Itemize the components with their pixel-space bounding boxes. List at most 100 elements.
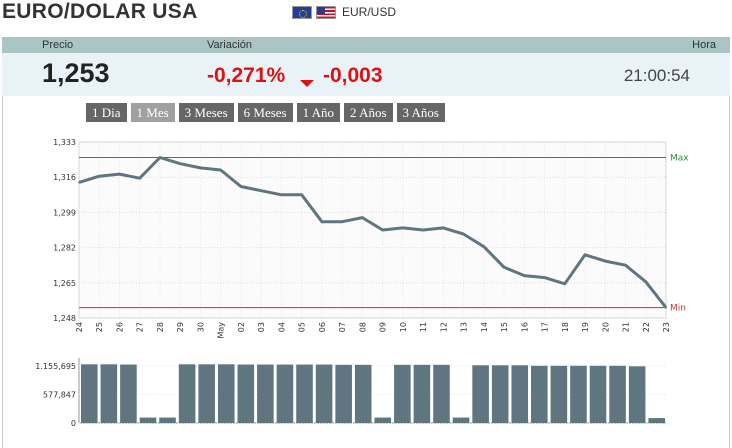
x-tick-label: 09 [379, 322, 388, 332]
bar-y-tick-label: 0 [71, 419, 76, 428]
x-tick-label: 20 [601, 322, 610, 332]
price-point [159, 156, 161, 159]
price-value: 1,253 [42, 58, 110, 88]
volume-bar [335, 364, 352, 423]
volume-bar [413, 364, 431, 423]
price-point [280, 194, 283, 196]
y-tick-label: 1,333 [53, 138, 76, 147]
price-point [179, 162, 182, 165]
price-point [624, 264, 627, 267]
range-button-5[interactable]: 2 Años [344, 103, 393, 122]
x-tick-label: 22 [642, 322, 651, 332]
price-label: Precio [42, 39, 74, 51]
range-button-0[interactable]: 1 Dia [86, 103, 127, 122]
x-tick-label: 19 [581, 322, 590, 332]
x-tick-label: 29 [176, 322, 185, 332]
x-tick-label: 16 [520, 322, 529, 332]
volume-bar [472, 365, 489, 423]
range-button-1[interactable]: 1 Mes [130, 103, 175, 122]
x-tick-label: 08 [358, 322, 367, 332]
volume-bar [296, 364, 313, 423]
price-point [402, 227, 404, 229]
price-point [523, 274, 526, 277]
x-tick-label: 21 [622, 322, 631, 332]
price-point [341, 220, 343, 223]
volume-bar [550, 365, 568, 423]
x-tick-label: 28 [156, 322, 165, 332]
bar-y-tick-label: 1.155,695 [35, 362, 76, 371]
price-point [381, 229, 384, 231]
price-point [442, 227, 445, 229]
volume-bar [237, 364, 255, 423]
price-point [543, 276, 546, 279]
range-button-6[interactable]: 3 Años [396, 103, 445, 122]
price-point [422, 229, 424, 231]
x-tick-label: 11 [419, 322, 428, 332]
volume-bar [511, 365, 529, 423]
volume-bar [198, 364, 215, 423]
reference-label-max: Max [670, 154, 689, 164]
price-point [219, 169, 222, 171]
x-tick-label: 10 [399, 322, 408, 332]
price-point [462, 233, 465, 235]
x-tick-label: 25 [95, 322, 104, 332]
x-tick-label: 17 [541, 322, 550, 332]
range-button-2[interactable]: 3 Meses [178, 103, 234, 122]
volume-bar [178, 364, 196, 423]
volume-bar [276, 364, 294, 423]
price-point [78, 181, 80, 184]
volume-bar [628, 366, 646, 423]
volume-bar [217, 364, 235, 423]
volume-bar [589, 365, 607, 423]
chart-panel [2, 96, 730, 448]
volume-bar [139, 417, 157, 423]
x-tick-label: 15 [500, 322, 509, 332]
price-point [503, 266, 505, 269]
price-point [138, 177, 141, 180]
pair-label: EUR/USD [342, 5, 397, 19]
x-tick-label: 14 [480, 322, 489, 332]
volume-bar [609, 365, 626, 423]
reference-label-min: Min [670, 304, 686, 314]
us-flag-icon [316, 5, 336, 19]
x-tick-label: 13 [460, 322, 469, 332]
price-point [199, 167, 202, 169]
x-tick-label: 02 [237, 322, 246, 332]
price-point [483, 245, 485, 248]
time-label: Hora [692, 39, 716, 51]
volume-bar [648, 418, 665, 423]
price-point [118, 173, 121, 175]
volume-bar [531, 365, 548, 423]
y-tick-label: 1,265 [53, 279, 76, 288]
change-absolute: -0,003 [323, 64, 383, 87]
price-point [604, 260, 607, 262]
y-tick-label: 1,299 [53, 208, 76, 217]
price-point [321, 220, 323, 223]
volume-bar [394, 364, 411, 423]
page-title: EURO/DOLAR USA [2, 0, 198, 23]
volume-bar [354, 364, 372, 423]
x-tick-label: 03 [257, 322, 266, 332]
x-tick-label: 30 [196, 322, 205, 332]
bar-y-tick-label: 577,847 [43, 391, 76, 400]
price-point [260, 189, 262, 192]
x-tick-label: 24 [75, 322, 84, 332]
range-button-4[interactable]: 1 Año [296, 103, 341, 122]
volume-bar [159, 417, 176, 423]
price-point [563, 283, 566, 285]
x-tick-label: 23 [662, 322, 671, 332]
volume-bar [452, 417, 470, 423]
volume-bar [433, 364, 450, 423]
quote-time: 21:00:54 [623, 66, 690, 85]
x-tick-label: 12 [439, 322, 448, 332]
y-tick-label: 1,248 [53, 314, 76, 323]
change-label: Variación [207, 39, 253, 51]
x-tick-label: 05 [298, 322, 307, 332]
x-tick-label: 18 [561, 322, 570, 332]
x-tick-label: 07 [338, 322, 347, 332]
price-point [240, 185, 242, 188]
price-series-line [78, 156, 668, 309]
range-selector: 1 Dia 1 Mes 3 Meses 6 Meses 1 Año 2 Años 3 Año… [86, 103, 445, 122]
range-button-3[interactable]: 6 Meses [237, 103, 293, 122]
